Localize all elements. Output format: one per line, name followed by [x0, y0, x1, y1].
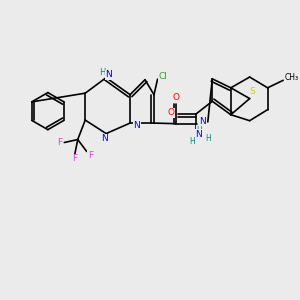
Text: CH₃: CH₃ — [285, 73, 299, 82]
Text: O: O — [173, 93, 180, 102]
Text: F: F — [88, 151, 93, 160]
Text: N: N — [199, 117, 206, 126]
Text: H: H — [189, 136, 195, 146]
Text: F: F — [72, 154, 77, 164]
Text: H: H — [206, 134, 211, 143]
Text: N: N — [101, 134, 108, 143]
Text: O: O — [168, 108, 175, 117]
Text: N: N — [105, 70, 112, 80]
Text: S: S — [250, 88, 256, 97]
Text: H: H — [196, 126, 202, 135]
Text: F: F — [57, 138, 62, 147]
Text: N: N — [196, 130, 202, 139]
Text: Cl: Cl — [158, 72, 167, 81]
Text: H: H — [99, 68, 106, 77]
Text: N: N — [133, 121, 140, 130]
